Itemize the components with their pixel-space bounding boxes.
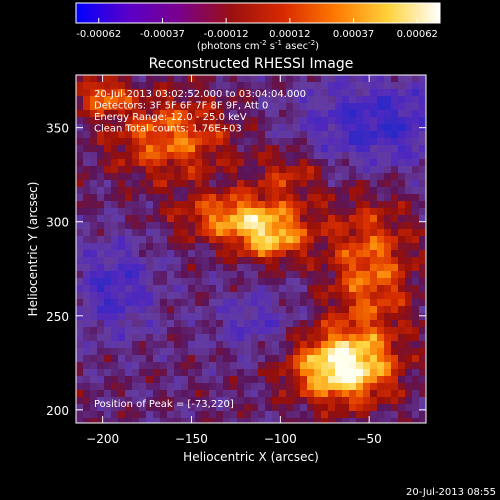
colorbar-tick-label: 0.00012 bbox=[269, 29, 310, 40]
peak-position-label: Position of Peak = [-73,220] bbox=[94, 399, 234, 410]
colorbar-ticks: -0.00062 -0.00037 -0.00012 0.00012 0.00037 0.… bbox=[76, 18, 438, 40]
colorbar-gradient bbox=[75, 2, 441, 24]
x-tick-label: −150 bbox=[175, 432, 208, 446]
colorbar-tick-label: -0.00062 bbox=[76, 29, 121, 40]
colorbar-tick-label: 0.00037 bbox=[333, 29, 374, 40]
image-title: Reconstructed RHESSI Image bbox=[149, 56, 354, 72]
observation-info: 20-Jul-2013 03:02:52.000 to 03:04:04.000… bbox=[94, 89, 306, 135]
axis-ticks: −200 −150 −100 −50 200 250 300 350 bbox=[46, 75, 426, 446]
y-tick-label: 250 bbox=[46, 310, 69, 324]
info-line: Detectors: 3F 5F 6F 7F 8F 9F, Att 0 bbox=[94, 101, 268, 112]
y-tick-label: 350 bbox=[46, 122, 69, 136]
info-line: 20-Jul-2013 03:02:52.000 to 03:04:04.000 bbox=[94, 89, 306, 100]
x-tick-label: −100 bbox=[264, 432, 297, 446]
colorbar-tick-label: -0.00012 bbox=[204, 29, 249, 40]
info-line: Clean Total counts: 1.76E+03 bbox=[94, 124, 242, 135]
colorbar-tick-label: 0.00062 bbox=[397, 29, 438, 40]
y-tick-label: 200 bbox=[46, 404, 69, 418]
x-tick-label: −200 bbox=[86, 432, 119, 446]
heatmap-pixels bbox=[76, 75, 426, 423]
y-tick-label: 300 bbox=[46, 216, 69, 230]
rhessi-map bbox=[76, 75, 426, 423]
plot-frame bbox=[75, 74, 427, 424]
y-axis-label: Heliocentric Y (arcsec) bbox=[26, 182, 40, 317]
footer-timestamp: 20-Jul-2013 08:55 bbox=[406, 487, 496, 498]
colorbar: -0.00062 -0.00037 -0.00012 0.00012 0.00037 0.… bbox=[75, 2, 441, 52]
colorbar-tick-label: -0.00037 bbox=[140, 29, 185, 40]
x-axis-label: Heliocentric X (arcsec) bbox=[183, 450, 319, 464]
colorbar-units: (photons cm-2 s-1 asec-2) bbox=[197, 39, 319, 52]
info-line: Energy Range: 12.0 - 25.0 keV bbox=[94, 112, 247, 123]
x-tick-label: −50 bbox=[356, 432, 381, 446]
